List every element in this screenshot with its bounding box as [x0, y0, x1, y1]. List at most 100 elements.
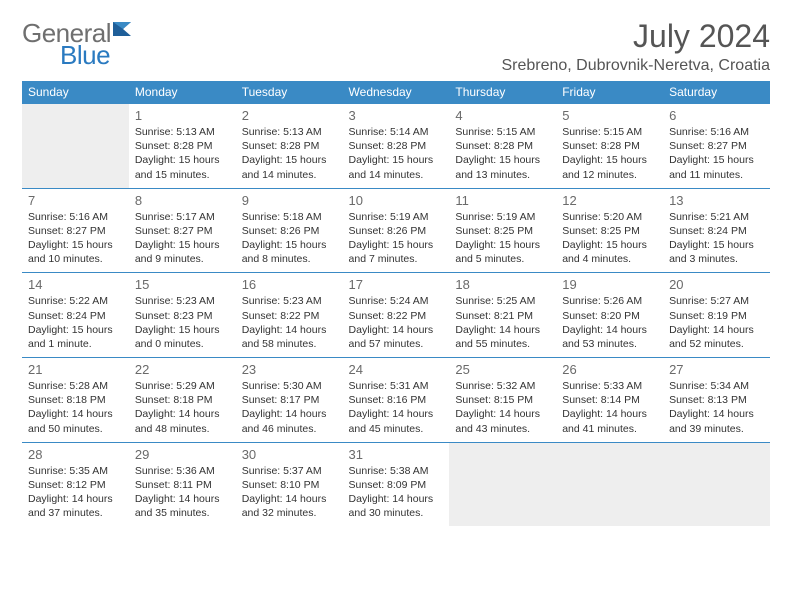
month-title: July 2024 — [501, 18, 770, 55]
day-number: 9 — [242, 193, 337, 208]
calendar-cell: 5 Sunrise: 5:15 AMSunset: 8:28 PMDaylight… — [556, 104, 663, 189]
calendar-cell: 3 Sunrise: 5:14 AMSunset: 8:28 PMDaylight… — [343, 104, 450, 189]
calendar-cell: 10 Sunrise: 5:19 AMSunset: 8:26 PMDayligh… — [343, 188, 450, 273]
day-info: Sunrise: 5:13 AMSunset: 8:28 PMDaylight:… — [135, 125, 230, 182]
day-info: Sunrise: 5:22 AMSunset: 8:24 PMDaylight:… — [28, 294, 123, 351]
location-text: Srebreno, Dubrovnik-Neretva, Croatia — [501, 57, 770, 75]
day-number: 24 — [349, 362, 444, 377]
day-number: 15 — [135, 277, 230, 292]
day-info: Sunrise: 5:15 AMSunset: 8:28 PMDaylight:… — [562, 125, 657, 182]
calendar-cell: 31 Sunrise: 5:38 AMSunset: 8:09 PMDayligh… — [343, 442, 450, 526]
day-number: 12 — [562, 193, 657, 208]
calendar-cell — [449, 442, 556, 526]
day-info: Sunrise: 5:38 AMSunset: 8:09 PMDaylight:… — [349, 464, 444, 521]
calendar-cell: 2 Sunrise: 5:13 AMSunset: 8:28 PMDaylight… — [236, 104, 343, 189]
day-info: Sunrise: 5:25 AMSunset: 8:21 PMDaylight:… — [455, 294, 550, 351]
day-info: Sunrise: 5:19 AMSunset: 8:26 PMDaylight:… — [349, 210, 444, 267]
weekday-wednesday: Wednesday — [343, 81, 450, 104]
calendar-cell: 9Sunrise: 5:18 AMSunset: 8:26 PMDaylight… — [236, 188, 343, 273]
day-number: 23 — [242, 362, 337, 377]
weekday-tuesday: Tuesday — [236, 81, 343, 104]
weekday-friday: Friday — [556, 81, 663, 104]
calendar-cell — [663, 442, 770, 526]
day-number: 30 — [242, 447, 337, 462]
day-number: 19 — [562, 277, 657, 292]
logo: General Blue — [22, 18, 135, 49]
day-info: Sunrise: 5:19 AMSunset: 8:25 PMDaylight:… — [455, 210, 550, 267]
day-number: 20 — [669, 277, 764, 292]
day-info: Sunrise: 5:29 AMSunset: 8:18 PMDaylight:… — [135, 379, 230, 436]
day-number: 29 — [135, 447, 230, 462]
calendar-cell: 21Sunrise: 5:28 AMSunset: 8:18 PMDayligh… — [22, 358, 129, 443]
calendar-cell: 30 Sunrise: 5:37 AMSunset: 8:10 PMDayligh… — [236, 442, 343, 526]
day-number: 4 — [455, 108, 550, 123]
title-block: July 2024 Srebreno, Dubrovnik-Neretva, C… — [501, 18, 770, 75]
calendar-table: Sunday Monday Tuesday Wednesday Thursday… — [22, 81, 770, 526]
day-number: 28 — [28, 447, 123, 462]
day-info: Sunrise: 5:21 AMSunset: 8:24 PMDaylight:… — [669, 210, 764, 267]
calendar-row: 21Sunrise: 5:28 AMSunset: 8:18 PMDayligh… — [22, 358, 770, 443]
day-info: Sunrise: 5:35 AMSunset: 8:12 PMDaylight:… — [28, 464, 123, 521]
calendar-row: 14 Sunrise: 5:22 AMSunset: 8:24 PMDayligh… — [22, 273, 770, 358]
day-info: Sunrise: 5:14 AMSunset: 8:28 PMDaylight:… — [349, 125, 444, 182]
header: General Blue July 2024 Srebreno, Dubrovn… — [22, 18, 770, 75]
day-number: 13 — [669, 193, 764, 208]
day-info: Sunrise: 5:23 AMSunset: 8:22 PMDaylight:… — [242, 294, 337, 351]
day-number: 14 — [28, 277, 123, 292]
day-number: 8 — [135, 193, 230, 208]
day-info: Sunrise: 5:33 AMSunset: 8:14 PMDaylight:… — [562, 379, 657, 436]
day-number: 27 — [669, 362, 764, 377]
calendar-cell: 16 Sunrise: 5:23 AMSunset: 8:22 PMDayligh… — [236, 273, 343, 358]
day-info: Sunrise: 5:32 AMSunset: 8:15 PMDaylight:… — [455, 379, 550, 436]
weekday-saturday: Saturday — [663, 81, 770, 104]
calendar-cell: 29Sunrise: 5:36 AMSunset: 8:11 PMDayligh… — [129, 442, 236, 526]
day-number: 26 — [562, 362, 657, 377]
day-number: 2 — [242, 108, 337, 123]
calendar-cell: 25 Sunrise: 5:32 AMSunset: 8:15 PMDayligh… — [449, 358, 556, 443]
logo-flag-icon — [113, 20, 135, 43]
calendar-row: 7Sunrise: 5:16 AMSunset: 8:27 PMDaylight… — [22, 188, 770, 273]
calendar-cell — [556, 442, 663, 526]
day-number: 22 — [135, 362, 230, 377]
weekday-header-row: Sunday Monday Tuesday Wednesday Thursday… — [22, 81, 770, 104]
day-info: Sunrise: 5:37 AMSunset: 8:10 PMDaylight:… — [242, 464, 337, 521]
calendar-cell: 17Sunrise: 5:24 AMSunset: 8:22 PMDayligh… — [343, 273, 450, 358]
day-info: Sunrise: 5:31 AMSunset: 8:16 PMDaylight:… — [349, 379, 444, 436]
logo-text-blue: Blue — [60, 40, 110, 70]
weekday-sunday: Sunday — [22, 81, 129, 104]
calendar-cell: 23Sunrise: 5:30 AMSunset: 8:17 PMDayligh… — [236, 358, 343, 443]
day-number: 10 — [349, 193, 444, 208]
day-info: Sunrise: 5:26 AMSunset: 8:20 PMDaylight:… — [562, 294, 657, 351]
day-info: Sunrise: 5:28 AMSunset: 8:18 PMDaylight:… — [28, 379, 123, 436]
calendar-row: 28 Sunrise: 5:35 AMSunset: 8:12 PMDayligh… — [22, 442, 770, 526]
calendar-cell: 14 Sunrise: 5:22 AMSunset: 8:24 PMDayligh… — [22, 273, 129, 358]
day-number: 31 — [349, 447, 444, 462]
day-number: 3 — [349, 108, 444, 123]
day-info: Sunrise: 5:16 AMSunset: 8:27 PMDaylight:… — [28, 210, 123, 267]
day-info: Sunrise: 5:16 AMSunset: 8:27 PMDaylight:… — [669, 125, 764, 182]
calendar-cell: 4 Sunrise: 5:15 AMSunset: 8:28 PMDaylight… — [449, 104, 556, 189]
calendar-cell: 15Sunrise: 5:23 AMSunset: 8:23 PMDayligh… — [129, 273, 236, 358]
calendar-cell — [22, 104, 129, 189]
day-info: Sunrise: 5:13 AMSunset: 8:28 PMDaylight:… — [242, 125, 337, 182]
day-number: 25 — [455, 362, 550, 377]
calendar-cell: 13 Sunrise: 5:21 AMSunset: 8:24 PMDayligh… — [663, 188, 770, 273]
calendar-cell: 22 Sunrise: 5:29 AMSunset: 8:18 PMDayligh… — [129, 358, 236, 443]
day-number: 11 — [455, 193, 550, 208]
calendar-cell: 27 Sunrise: 5:34 AMSunset: 8:13 PMDayligh… — [663, 358, 770, 443]
day-info: Sunrise: 5:20 AMSunset: 8:25 PMDaylight:… — [562, 210, 657, 267]
calendar-cell: 24 Sunrise: 5:31 AMSunset: 8:16 PMDayligh… — [343, 358, 450, 443]
calendar-cell: 26 Sunrise: 5:33 AMSunset: 8:14 PMDayligh… — [556, 358, 663, 443]
calendar-cell: 7Sunrise: 5:16 AMSunset: 8:27 PMDaylight… — [22, 188, 129, 273]
calendar-body: 1Sunrise: 5:13 AMSunset: 8:28 PMDaylight… — [22, 104, 770, 527]
day-number: 5 — [562, 108, 657, 123]
calendar-cell: 12 Sunrise: 5:20 AMSunset: 8:25 PMDayligh… — [556, 188, 663, 273]
calendar-cell: 6 Sunrise: 5:16 AMSunset: 8:27 PMDaylight… — [663, 104, 770, 189]
calendar-cell: 8Sunrise: 5:17 AMSunset: 8:27 PMDaylight… — [129, 188, 236, 273]
day-info: Sunrise: 5:34 AMSunset: 8:13 PMDaylight:… — [669, 379, 764, 436]
calendar-cell: 19 Sunrise: 5:26 AMSunset: 8:20 PMDayligh… — [556, 273, 663, 358]
day-info: Sunrise: 5:15 AMSunset: 8:28 PMDaylight:… — [455, 125, 550, 182]
day-number: 6 — [669, 108, 764, 123]
calendar-row: 1Sunrise: 5:13 AMSunset: 8:28 PMDaylight… — [22, 104, 770, 189]
day-number: 16 — [242, 277, 337, 292]
